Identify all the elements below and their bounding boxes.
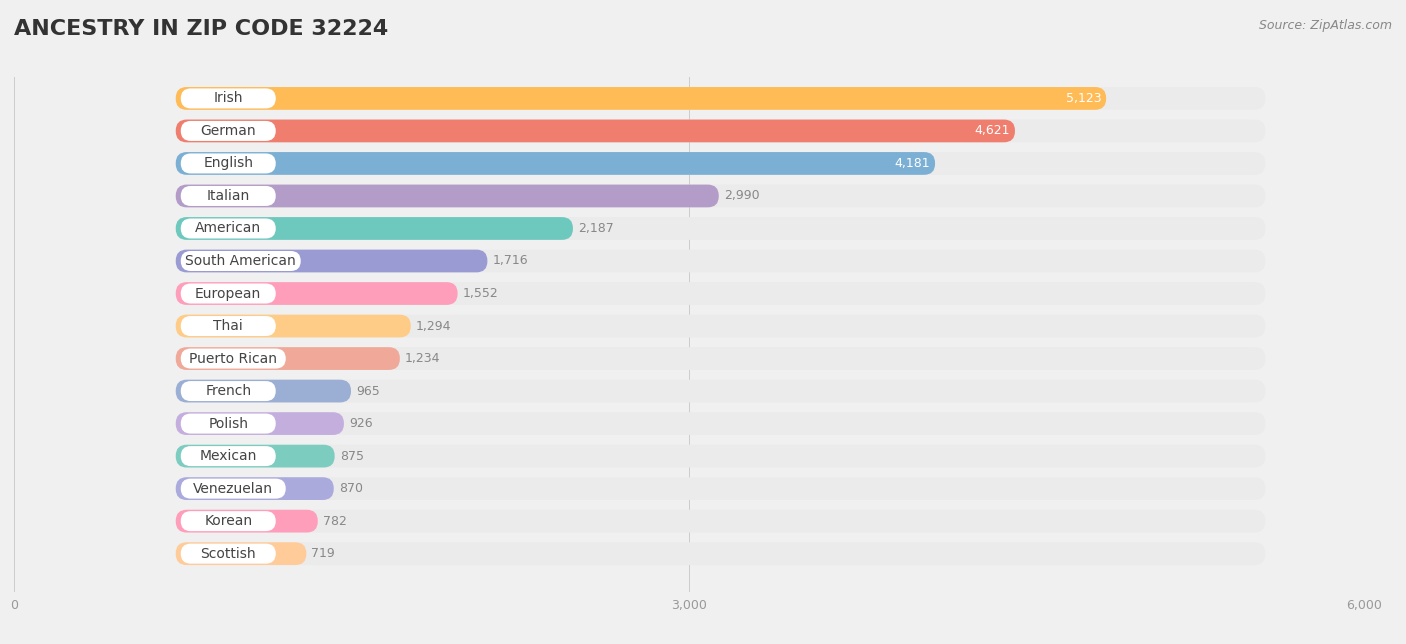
FancyBboxPatch shape <box>176 185 718 207</box>
FancyBboxPatch shape <box>176 315 411 337</box>
FancyBboxPatch shape <box>181 121 276 141</box>
FancyBboxPatch shape <box>176 152 935 175</box>
FancyBboxPatch shape <box>181 88 276 108</box>
Text: 870: 870 <box>339 482 363 495</box>
FancyBboxPatch shape <box>176 510 318 533</box>
FancyBboxPatch shape <box>176 445 335 468</box>
Text: 2,990: 2,990 <box>724 189 759 202</box>
Text: 4,181: 4,181 <box>894 157 929 170</box>
FancyBboxPatch shape <box>176 152 1265 175</box>
FancyBboxPatch shape <box>176 87 1107 109</box>
FancyBboxPatch shape <box>176 542 307 565</box>
FancyBboxPatch shape <box>181 478 285 498</box>
FancyBboxPatch shape <box>176 412 1265 435</box>
FancyBboxPatch shape <box>176 412 344 435</box>
Text: Italian: Italian <box>207 189 250 203</box>
Text: 782: 782 <box>323 515 347 527</box>
FancyBboxPatch shape <box>176 185 1265 207</box>
Text: 1,234: 1,234 <box>405 352 440 365</box>
FancyBboxPatch shape <box>176 315 1265 337</box>
FancyBboxPatch shape <box>176 510 1265 533</box>
Text: Puerto Rican: Puerto Rican <box>190 352 277 366</box>
FancyBboxPatch shape <box>181 153 276 173</box>
FancyBboxPatch shape <box>176 347 399 370</box>
FancyBboxPatch shape <box>176 217 1265 240</box>
Text: South American: South American <box>186 254 297 268</box>
FancyBboxPatch shape <box>181 348 285 368</box>
FancyBboxPatch shape <box>176 120 1265 142</box>
Text: Irish: Irish <box>214 91 243 106</box>
FancyBboxPatch shape <box>181 316 276 336</box>
Text: Source: ZipAtlas.com: Source: ZipAtlas.com <box>1258 19 1392 32</box>
Text: English: English <box>204 156 253 171</box>
FancyBboxPatch shape <box>176 477 333 500</box>
FancyBboxPatch shape <box>176 445 1265 468</box>
Text: 926: 926 <box>349 417 373 430</box>
Text: Korean: Korean <box>204 514 252 528</box>
Text: Thai: Thai <box>214 319 243 333</box>
Text: 5,123: 5,123 <box>1066 92 1101 105</box>
FancyBboxPatch shape <box>176 282 1265 305</box>
Text: Venezuelan: Venezuelan <box>193 482 273 496</box>
FancyBboxPatch shape <box>181 511 276 531</box>
FancyBboxPatch shape <box>176 282 457 305</box>
FancyBboxPatch shape <box>181 381 276 401</box>
FancyBboxPatch shape <box>176 250 1265 272</box>
FancyBboxPatch shape <box>176 217 572 240</box>
FancyBboxPatch shape <box>181 186 276 206</box>
FancyBboxPatch shape <box>181 283 276 303</box>
FancyBboxPatch shape <box>181 218 276 238</box>
Text: 1,552: 1,552 <box>463 287 498 300</box>
Text: 4,621: 4,621 <box>974 124 1010 137</box>
FancyBboxPatch shape <box>176 347 1265 370</box>
FancyBboxPatch shape <box>176 380 352 402</box>
FancyBboxPatch shape <box>176 250 488 272</box>
Text: Mexican: Mexican <box>200 449 257 463</box>
Text: American: American <box>195 222 262 236</box>
Text: 719: 719 <box>311 547 335 560</box>
FancyBboxPatch shape <box>181 446 276 466</box>
Text: 965: 965 <box>356 384 380 397</box>
Text: European: European <box>195 287 262 301</box>
Text: 2,187: 2,187 <box>578 222 613 235</box>
FancyBboxPatch shape <box>176 542 1265 565</box>
FancyBboxPatch shape <box>176 380 1265 402</box>
FancyBboxPatch shape <box>176 477 1265 500</box>
FancyBboxPatch shape <box>181 544 276 564</box>
Text: French: French <box>205 384 252 398</box>
FancyBboxPatch shape <box>176 87 1265 109</box>
FancyBboxPatch shape <box>176 120 1015 142</box>
FancyBboxPatch shape <box>181 251 301 271</box>
Text: 1,294: 1,294 <box>416 319 451 332</box>
FancyBboxPatch shape <box>181 413 276 433</box>
Text: Scottish: Scottish <box>201 547 256 561</box>
Text: German: German <box>201 124 256 138</box>
Text: 1,716: 1,716 <box>492 254 529 267</box>
Text: 875: 875 <box>340 450 364 462</box>
Text: Polish: Polish <box>208 417 249 431</box>
Text: ANCESTRY IN ZIP CODE 32224: ANCESTRY IN ZIP CODE 32224 <box>14 19 388 39</box>
